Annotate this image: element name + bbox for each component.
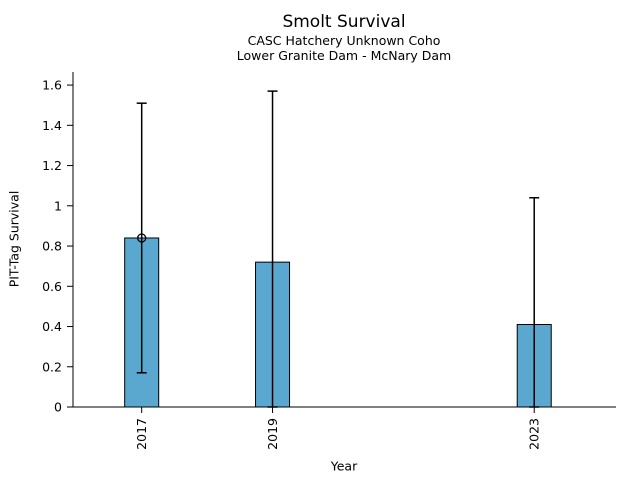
chart-title: Smolt Survival: [282, 12, 406, 32]
chart-subtitle-line1: CASC Hatchery Unknown Coho: [247, 33, 441, 48]
y-tick-label-0.6: 0.6: [42, 279, 62, 294]
y-tick-label-0.4: 0.4: [42, 319, 62, 334]
y-tick-label-0.8: 0.8: [42, 239, 62, 254]
y-tick-label-0: 0: [54, 400, 62, 415]
chart-subtitle-line2: Lower Granite Dam - McNary Dam: [236, 48, 452, 63]
y-axis-label: PIT-Tag Survival: [6, 190, 22, 288]
x-tick-label-2023: 2023: [527, 418, 542, 450]
x-tick-label-2017: 2017: [134, 418, 149, 450]
marker-open-circle-2017: [137, 233, 147, 243]
y-tick-label-0.2: 0.2: [42, 359, 62, 374]
x-tick-label-2019: 2019: [265, 418, 280, 450]
y-tick-label-1: 1: [54, 198, 62, 213]
y-tick-label-1.2: 1.2: [42, 158, 62, 173]
y-tick-label-1.6: 1.6: [42, 78, 62, 93]
x-axis-label: Year: [330, 458, 358, 474]
y-tick-label-1.4: 1.4: [42, 118, 62, 133]
